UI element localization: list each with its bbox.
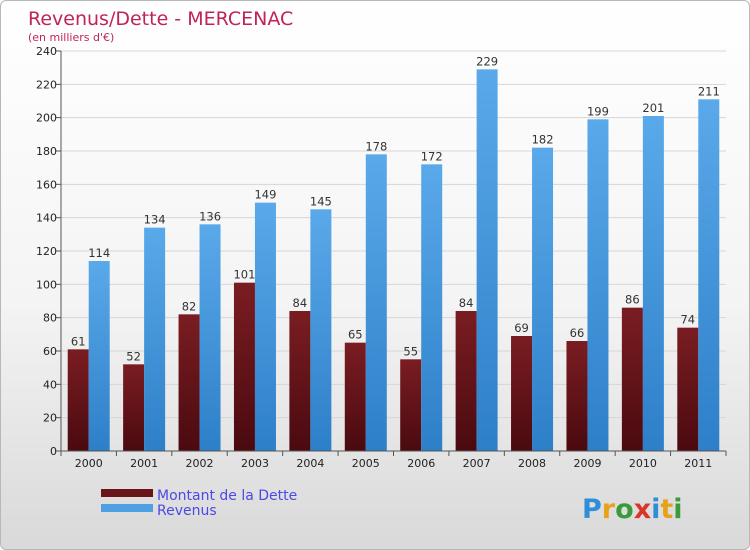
x-tick-label: 2002 [186, 457, 214, 470]
data-label-revenus-2002: 136 [199, 209, 221, 223]
bar-dette-2008 [511, 336, 533, 451]
data-label-dette-2001: 52 [126, 349, 141, 363]
bar-dette-2001 [123, 364, 145, 451]
bar-revenus-2006 [421, 164, 443, 452]
data-label-revenus-2000: 114 [88, 246, 110, 260]
legend: Montant de la Dette Revenus [101, 488, 297, 519]
x-tick-label: 2006 [407, 457, 435, 470]
data-label-dette-2008: 69 [514, 321, 529, 335]
y-tick-label: 120 [36, 245, 57, 258]
y-axis: 0 20 40 60 80 100 120 140 160 180 200 220 240 [36, 45, 62, 458]
bar-dette-2004 [289, 311, 311, 451]
x-tick-label: 2000 [75, 457, 103, 470]
data-label-revenus-2011: 211 [698, 84, 720, 98]
chart-title: Revenus/Dette - MERCENAC [28, 8, 293, 30]
y-tick-label: 240 [36, 45, 57, 58]
data-label-revenus-2007: 229 [476, 54, 498, 68]
bar-revenus-2011 [698, 99, 720, 451]
x-tick-label: 2007 [463, 457, 491, 470]
y-tick-label: 80 [43, 312, 57, 325]
y-tick-label: 60 [43, 345, 57, 358]
data-label-dette-2000: 61 [71, 334, 86, 348]
x-tick-label: 2003 [241, 457, 269, 470]
bar-revenus-2003 [254, 202, 276, 451]
bar-dette-2002 [178, 314, 200, 451]
data-label-revenus-2008: 182 [532, 133, 554, 147]
bar-revenus-2000 [88, 261, 110, 451]
x-tick-label: 2008 [518, 457, 546, 470]
bar-revenus-2005 [365, 154, 387, 452]
y-tick-label: 220 [36, 78, 57, 91]
legend-label-dette: Montant de la Dette [157, 488, 297, 504]
x-tick-label: 2010 [629, 457, 657, 470]
x-tick-label: 2001 [130, 457, 158, 470]
y-tick-label: 180 [36, 145, 57, 158]
data-label-dette-2004: 84 [293, 296, 308, 310]
y-tick-label: 0 [50, 445, 57, 458]
y-tick-label: 200 [36, 112, 57, 125]
bar-revenus-2001 [144, 227, 166, 451]
data-label-revenus-2001: 134 [144, 213, 166, 227]
chart-subtitle: (en milliers d'€) [28, 31, 114, 44]
bar-dette-2006 [400, 359, 422, 451]
bar-dette-2009 [566, 341, 588, 451]
legend-swatch-dette [101, 489, 153, 497]
y-tick-label: 140 [36, 212, 57, 225]
data-label-dette-2010: 86 [625, 293, 640, 307]
bar-revenus-2009 [587, 119, 609, 451]
bar-revenus-2004 [310, 209, 332, 451]
bar-revenus-2007 [476, 69, 498, 451]
bar-dette-2003 [233, 282, 255, 451]
bar-dette-2007 [455, 311, 477, 451]
y-tick-label: 160 [36, 178, 57, 191]
data-label-revenus-2006: 172 [421, 149, 443, 163]
bar-revenus-2010 [642, 116, 664, 451]
data-label-revenus-2010: 201 [642, 101, 664, 115]
data-label-revenus-2009: 199 [587, 104, 609, 118]
data-label-dette-2002: 82 [182, 299, 197, 313]
data-label-revenus-2005: 178 [365, 139, 387, 153]
y-tick-label: 20 [43, 412, 57, 425]
x-tick-label: 2011 [684, 457, 712, 470]
proxiti-logo: Proxiti [582, 494, 683, 525]
data-label-dette-2005: 65 [348, 328, 363, 342]
data-label-dette-2011: 74 [680, 313, 695, 327]
bar-dette-2011 [677, 327, 699, 451]
data-label-dette-2003: 101 [233, 268, 255, 282]
bar-revenus-2002 [199, 224, 221, 451]
data-label-revenus-2003: 149 [254, 188, 276, 202]
bar-dette-2005 [344, 342, 366, 451]
data-label-dette-2006: 55 [403, 344, 418, 358]
bar-dette-2000 [67, 349, 89, 451]
data-label-dette-2007: 84 [459, 296, 474, 310]
logo-text: Proxiti [582, 494, 683, 525]
y-tick-label: 100 [36, 278, 57, 291]
data-label-revenus-2004: 145 [310, 194, 332, 208]
x-tick-label: 2005 [352, 457, 380, 470]
y-tick-label: 40 [43, 378, 57, 391]
legend-label-revenus: Revenus [157, 503, 217, 519]
grid [61, 50, 726, 452]
x-tick-label: 2009 [573, 457, 601, 470]
legend-swatch-revenus [101, 504, 153, 512]
bar-revenus-2008 [532, 147, 554, 451]
bars: 61 114 52 134 82 136 101 149 84 145 65 178 55 172 84 22… [67, 54, 720, 452]
x-axis: 2000 2001 2002 2003 2004 2005 2006 2007 2008 2009… [60, 450, 727, 470]
x-tick-label: 2004 [296, 457, 324, 470]
bar-dette-2010 [621, 307, 643, 451]
data-label-dette-2009: 66 [570, 326, 585, 340]
